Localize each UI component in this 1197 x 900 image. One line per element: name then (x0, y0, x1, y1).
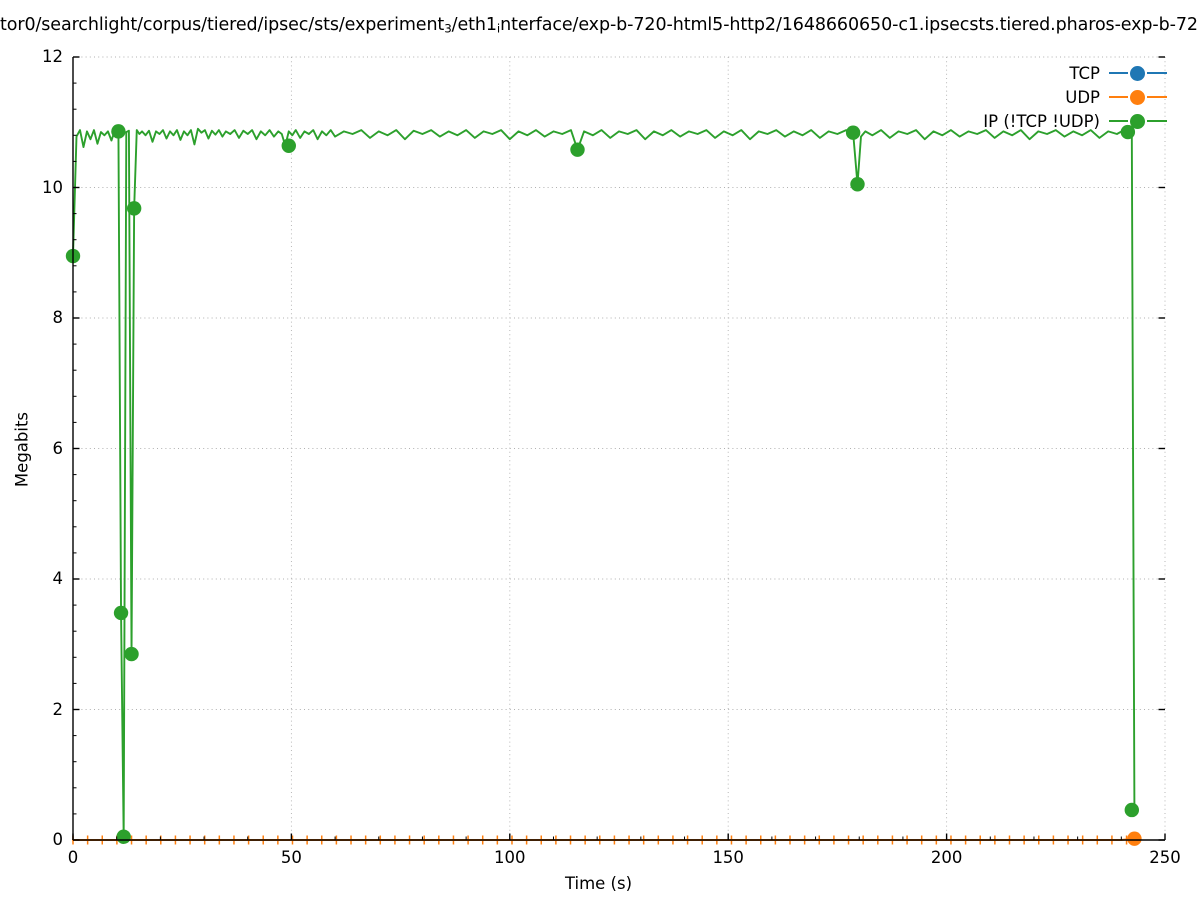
x-tick-label: 0 (67, 848, 79, 867)
x-tick-label: 150 (712, 848, 744, 867)
y-tick-label: 4 (52, 569, 64, 588)
data-point-marker (1124, 802, 1140, 818)
legend-dot-icon (1130, 65, 1145, 81)
data-point-marker (1120, 124, 1136, 140)
data-point-marker (113, 605, 129, 621)
y-tick-label: 8 (52, 308, 64, 327)
x-tick-label: 50 (280, 848, 302, 867)
data-point-marker (1127, 831, 1142, 846)
data-point-marker (111, 124, 126, 139)
title-segment: nterface/exp-b-720-html5-http2/164866065… (500, 15, 1197, 35)
legend-line-gap-right (1144, 118, 1147, 125)
legend-line-gap-right (1144, 70, 1147, 77)
legend-label: TCP (1069, 63, 1100, 83)
y-tick-label: 2 (52, 699, 64, 719)
legend-label: IP (!TCP !UDP) (983, 111, 1100, 131)
legend-dot-icon (1130, 113, 1145, 129)
series-line-ip-tcp-udp (72, 127, 1136, 838)
y-tick-label: 6 (52, 438, 64, 458)
title-subscript: 3 (444, 21, 452, 36)
data-point-marker (850, 177, 865, 192)
legend-marker (1109, 64, 1167, 82)
legend-dot-icon (1130, 89, 1145, 105)
y-tick-label: 10 (42, 177, 63, 197)
data-point-marker (570, 142, 585, 157)
legend-marker (1109, 88, 1167, 106)
title-segment: tor0/searchlight/corpus/tiered/ipsec/sts… (0, 15, 445, 35)
title-segment: /eth1 (451, 15, 497, 35)
data-point-marker (126, 201, 142, 216)
x-tick-label: 100 (494, 848, 526, 867)
legend-label: UDP (1065, 87, 1100, 107)
legend-line-gap-left (1128, 94, 1131, 101)
legend-marker (1109, 112, 1167, 130)
x-tick-label: 250 (1149, 848, 1181, 867)
data-point-marker (845, 125, 861, 140)
x-tick-label: 200 (930, 848, 963, 867)
title-subscript: i (496, 21, 501, 36)
y-tick-label: 0 (52, 830, 64, 849)
chart-title: tor0/searchlight/corpus/tiered/ipsec/sts… (0, 12, 1197, 38)
legend-line-gap-right (1144, 94, 1147, 101)
data-point-marker (116, 829, 131, 844)
legend-entry[interactable]: IP (!TCP !UDP) (983, 110, 1167, 132)
data-point-marker (281, 138, 296, 153)
data-point-marker (124, 646, 139, 662)
legend-line-gap-left (1128, 70, 1131, 77)
x-axis-label: Time (s) (564, 874, 633, 893)
legend-entry[interactable]: UDP (1065, 86, 1167, 108)
legend-line-gap-left (1128, 118, 1131, 125)
y-tick-label: 12 (42, 47, 63, 66)
legend-entry[interactable]: TCP (1069, 62, 1167, 84)
chart-legend: TCP UDP IP (!TCP !UDP) (983, 62, 1167, 132)
